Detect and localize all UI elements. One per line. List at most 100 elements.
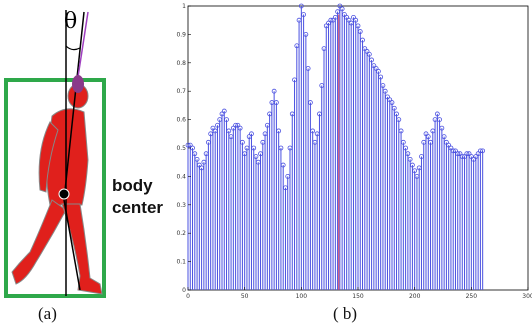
stem-marker bbox=[217, 117, 223, 122]
stem-marker bbox=[192, 151, 198, 157]
stem-marker bbox=[317, 111, 322, 117]
stem-marker bbox=[443, 139, 449, 145]
stem-marker bbox=[480, 148, 486, 154]
stem-marker bbox=[328, 17, 334, 23]
stem-marker bbox=[237, 125, 243, 131]
stem-marker bbox=[416, 165, 422, 171]
walking-figure-illustration: θ bbox=[4, 9, 106, 298]
stem-marker bbox=[310, 128, 316, 134]
theta-symbol: θ bbox=[64, 9, 77, 34]
stem-marker bbox=[274, 100, 279, 105]
stem-marker bbox=[280, 162, 286, 168]
stem-marker bbox=[260, 139, 266, 145]
stem-marker bbox=[457, 151, 463, 157]
stem-marker bbox=[341, 12, 347, 17]
silhouette-back-leg bbox=[11, 199, 67, 285]
stem-marker bbox=[196, 162, 202, 168]
stem-marker bbox=[428, 139, 433, 145]
stem-marker bbox=[446, 142, 452, 148]
stem-marker bbox=[289, 111, 295, 117]
stem-marker bbox=[364, 49, 370, 54]
stem-marker bbox=[432, 117, 438, 122]
stem-marker bbox=[448, 145, 454, 151]
stem-marker bbox=[230, 125, 236, 131]
stem-marker bbox=[464, 151, 470, 157]
head-marker bbox=[72, 75, 84, 93]
stem-marker bbox=[314, 131, 320, 137]
stem-marker bbox=[405, 151, 411, 157]
stem-marker bbox=[210, 125, 216, 131]
stem-marker bbox=[344, 14, 350, 20]
stem-marker bbox=[303, 32, 309, 37]
stem-marker bbox=[468, 154, 474, 159]
body-axis-line bbox=[63, 11, 85, 201]
panel-b: 0 0.1 0.2 0.3 0.4 0.5 0.6 0.7 0.8 0.9 1 0 50 100 150 2… bbox=[170, 0, 532, 300]
stem-marker bbox=[351, 14, 356, 20]
x-tick-label: 300 bbox=[522, 293, 532, 300]
markers-group bbox=[185, 3, 486, 191]
stem-marker bbox=[224, 117, 229, 122]
stem-marker bbox=[462, 154, 467, 159]
silhouette-arm bbox=[38, 121, 59, 193]
stem-marker bbox=[391, 105, 397, 111]
y-tick-label: 0.4 bbox=[176, 173, 186, 180]
y-tick-label: 0.3 bbox=[176, 202, 186, 209]
stem-marker bbox=[346, 17, 352, 23]
caption-b: ( b) bbox=[333, 304, 358, 323]
stem-marker bbox=[337, 3, 343, 9]
body-center-label-line1: body bbox=[112, 176, 153, 195]
stem-marker bbox=[253, 154, 259, 159]
stem-marker bbox=[434, 111, 440, 117]
stem-marker bbox=[326, 20, 331, 26]
stem-marker bbox=[412, 168, 418, 174]
stem-marker bbox=[362, 46, 368, 51]
stem-marker bbox=[455, 151, 461, 157]
stem-marker bbox=[206, 139, 211, 145]
y-tick-label: 1 bbox=[182, 3, 186, 10]
stem-marker bbox=[369, 57, 375, 63]
stem-marker bbox=[371, 63, 377, 69]
stem-marker bbox=[212, 128, 218, 134]
bounding-box bbox=[4, 78, 106, 298]
stem-marker bbox=[228, 134, 234, 140]
stem-marker bbox=[380, 83, 386, 88]
stem-marker bbox=[471, 156, 477, 162]
stem-marker bbox=[215, 122, 220, 128]
stem-marker bbox=[419, 154, 424, 159]
y-tick-label: 0.6 bbox=[176, 117, 186, 124]
leg-axis-line bbox=[63, 199, 81, 291]
stem-marker bbox=[403, 145, 409, 151]
stem-marker bbox=[394, 111, 399, 117]
stem-marker bbox=[262, 131, 268, 137]
stem-marker bbox=[323, 23, 329, 29]
stem-marker bbox=[267, 111, 272, 117]
x-tick-label: 150 bbox=[352, 293, 364, 300]
stem-marker bbox=[255, 159, 261, 165]
stem-marker bbox=[240, 139, 245, 145]
stem-marker bbox=[414, 173, 420, 179]
y-tick-label: 0.8 bbox=[176, 60, 186, 67]
x-tick-label: 100 bbox=[296, 293, 308, 300]
y-tick-label: 0 bbox=[182, 287, 186, 294]
stem-marker bbox=[301, 12, 307, 17]
x-ticks-group: 0 50 100 150 200 250 300 bbox=[186, 287, 532, 300]
y-tick-label: 0.2 bbox=[176, 230, 186, 237]
stem-marker bbox=[355, 23, 361, 29]
body-center-dot bbox=[58, 188, 70, 200]
stem-marker bbox=[199, 165, 205, 171]
y-tick-label: 0.9 bbox=[176, 31, 186, 38]
stem-marker bbox=[203, 151, 209, 157]
stem-marker bbox=[373, 66, 379, 71]
stem-marker bbox=[430, 128, 436, 134]
stem-marker bbox=[400, 139, 406, 145]
stem-marker bbox=[292, 77, 297, 83]
stem-marker bbox=[307, 100, 313, 105]
stem-marker bbox=[407, 156, 413, 162]
y-tick-label: 0.5 bbox=[176, 145, 186, 152]
stem-marker bbox=[330, 17, 336, 23]
stem-marker bbox=[219, 111, 225, 117]
y-tick-label: 0.7 bbox=[176, 88, 186, 95]
stem-marker bbox=[389, 100, 395, 105]
stem-marker bbox=[249, 131, 254, 137]
stem-marker bbox=[385, 94, 390, 100]
